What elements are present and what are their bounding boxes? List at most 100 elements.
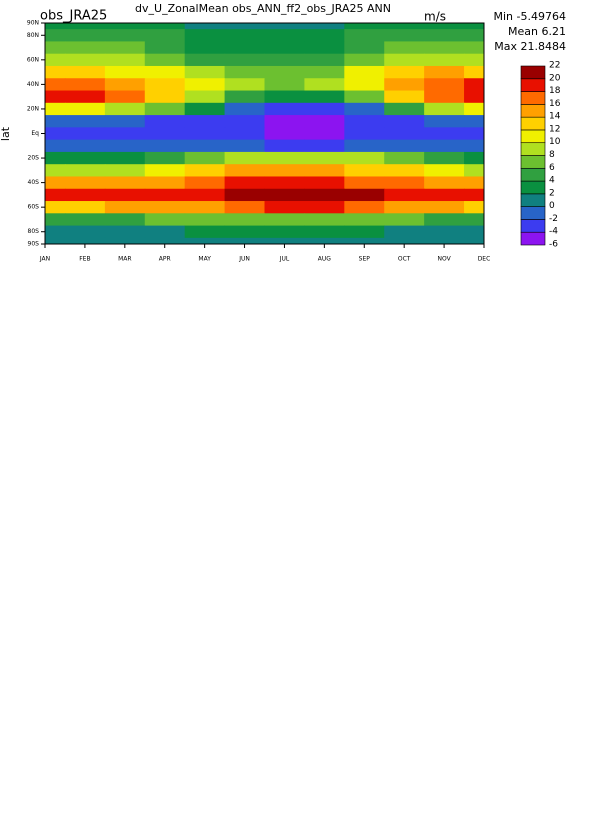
contour-cell — [224, 23, 265, 30]
contour-cell — [144, 41, 186, 55]
contour-cell — [45, 139, 66, 153]
contour-cell — [64, 164, 106, 177]
contour-cell — [384, 164, 425, 177]
contour-cell — [464, 41, 485, 55]
contour-cell — [64, 237, 106, 245]
contour-cell — [224, 90, 265, 104]
contour-cell — [424, 213, 465, 227]
contour-cell — [464, 188, 485, 202]
contour-cell — [424, 78, 465, 92]
contour-cell — [144, 164, 186, 177]
colorbar-label: 2 — [549, 188, 555, 198]
contour-cell — [45, 65, 66, 79]
contour-cell — [344, 23, 385, 30]
contour-cell — [264, 176, 305, 190]
contour-cell — [104, 139, 146, 153]
contour-cell — [304, 164, 345, 177]
contour-cell — [304, 115, 345, 128]
contour-cell — [104, 78, 146, 92]
contour-cell — [304, 151, 345, 165]
contour-cell — [464, 201, 485, 214]
contour-cell — [45, 115, 66, 128]
contour-cell — [184, 151, 226, 165]
contour-cell — [344, 78, 385, 92]
contour-cell — [464, 29, 485, 42]
contour-cell — [104, 225, 146, 239]
contour-cell — [384, 188, 425, 202]
contour-cell — [184, 90, 226, 104]
colorbar-box — [520, 219, 546, 233]
contour-cell — [304, 53, 345, 67]
contour-cell — [104, 65, 146, 79]
contour-cell — [304, 65, 345, 79]
contour-cell — [224, 151, 265, 165]
contour-cell — [184, 23, 226, 30]
contour-cell — [104, 53, 146, 67]
contour-cell — [184, 176, 226, 190]
contour-cell — [224, 164, 265, 177]
contour-cell — [144, 139, 186, 153]
colorbar-label: -2 — [549, 214, 558, 224]
contour-cell — [144, 151, 186, 165]
contour-cell — [464, 164, 485, 177]
colorbar-label: 8 — [549, 150, 555, 160]
y-tick-label: 60N — [27, 56, 39, 63]
contour-cell — [224, 237, 265, 245]
contour-cell — [224, 115, 265, 128]
contour-cell — [344, 176, 385, 190]
contour-cell — [384, 225, 425, 239]
contour-cell — [344, 151, 385, 165]
contour-cell — [264, 237, 305, 245]
contour-cell — [424, 65, 465, 79]
contour-cell — [144, 65, 186, 79]
contour-cell — [64, 115, 106, 128]
contour-cell — [464, 115, 485, 128]
contour-cell — [64, 188, 106, 202]
contour-cell — [144, 90, 186, 104]
contour-cell — [144, 237, 186, 245]
contour-cell — [45, 90, 66, 104]
stat-text: Max 21.8484 — [494, 40, 566, 53]
contour-cell — [184, 65, 226, 79]
stat-text: Mean 6.21 — [508, 25, 566, 38]
x-tick-label: OCT — [398, 256, 411, 263]
contour-cell — [464, 53, 485, 67]
contour-cell — [424, 225, 465, 239]
contour-cell — [45, 213, 66, 227]
contour-cell — [264, 65, 305, 79]
contour-cell — [104, 151, 146, 165]
y-tick-label: Eq — [31, 130, 39, 137]
contour-cell — [45, 237, 66, 245]
contour-cell — [144, 23, 186, 30]
contour-cell — [45, 53, 66, 67]
contour-cell — [45, 176, 66, 190]
contour-cell — [344, 29, 385, 42]
y-tick-label: 20N — [27, 105, 39, 112]
contour-cell — [64, 127, 106, 141]
contour-cell — [144, 225, 186, 239]
contour-cell — [224, 53, 265, 67]
contour-cell — [144, 201, 186, 214]
contour-cell — [424, 164, 465, 177]
contour-cell — [264, 23, 305, 30]
contour-cell — [64, 90, 106, 104]
contour-cell — [464, 225, 485, 239]
colorbar-label: 14 — [549, 112, 561, 122]
contour-cell — [184, 115, 226, 128]
x-tick-label: NOV — [437, 256, 451, 263]
stat-value: 21.8484 — [521, 40, 567, 53]
stat-label: Mean — [508, 25, 538, 38]
contour-cell — [304, 41, 345, 55]
contour-cell — [224, 176, 265, 190]
contour-cell — [424, 29, 465, 42]
contour-cell — [424, 176, 465, 190]
contour-cell — [224, 127, 265, 141]
contour-cell — [144, 213, 186, 227]
contour-cell — [304, 201, 345, 214]
contour-cell — [464, 213, 485, 227]
contour-cell — [424, 90, 465, 104]
contour-cell — [264, 41, 305, 55]
colorbar-label: 12 — [549, 124, 560, 134]
colorbar-box — [520, 155, 546, 169]
contour-cell — [64, 176, 106, 190]
